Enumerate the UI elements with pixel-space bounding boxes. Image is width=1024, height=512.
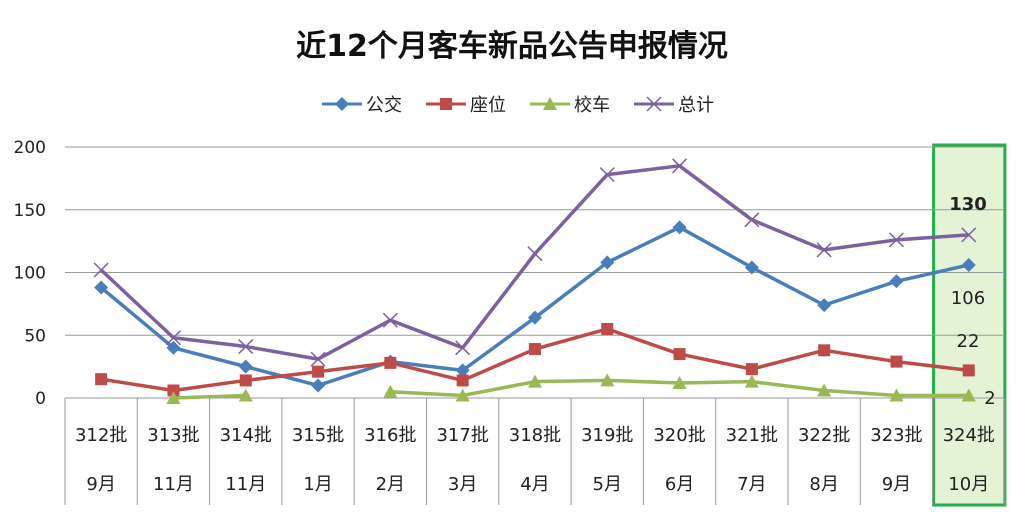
x-tick-label: 321批 [726,425,778,446]
data-label: 130 [949,194,987,215]
x-tick-label: 313批 [147,425,199,446]
series-line-总计 [99,164,969,361]
x-tick-label: 323批 [870,425,922,446]
month-label: 10月 [948,474,989,495]
data-point [311,378,326,393]
month-label: 1月 [303,474,332,495]
legend-label: 座位 [470,95,506,116]
legend-marker [440,98,452,110]
data-point [744,260,759,275]
x-tick-label: 319批 [581,425,633,446]
data-point [383,384,398,398]
legend-marker [335,97,349,111]
x-tick-label: 316批 [364,425,416,446]
data-point [456,374,469,387]
data-point [961,257,976,272]
data-label: 22 [957,331,980,352]
data-point [601,322,614,335]
data-point [961,388,976,402]
data-label: 2 [984,388,995,409]
data-point [672,220,687,235]
data-point [600,255,615,270]
data-point [888,232,904,248]
x-tick-label: 322批 [798,425,850,446]
data-point [382,312,398,328]
data-point [455,388,470,402]
data-point [238,339,254,355]
data-point [600,373,615,387]
x-tick-label: 314批 [220,425,272,446]
x-tick-label: 318批 [509,425,561,446]
x-tick-label: 312批 [75,425,127,446]
data-point [239,374,252,387]
data-point [744,374,759,388]
data-point [455,363,470,378]
month-label: 9月 [86,474,115,495]
month-label: 5月 [593,474,622,495]
x-tick-label: 317批 [436,425,488,446]
legend-label: 校车 [574,95,610,116]
month-label: 11月 [225,474,266,495]
data-point [745,363,758,376]
data-point [384,356,397,369]
data-point [527,374,542,388]
data-point [599,167,615,183]
chart-title: 近12个月客车新品公告申报情况 [296,29,728,64]
y-tick-label: 50 [24,326,46,346]
data-point [889,388,904,402]
data-point [238,359,253,374]
month-label: 6月 [665,474,694,495]
month-label: 9月 [882,474,911,495]
series-line-公交 [100,225,970,388]
x-tick-label: 320批 [653,425,705,446]
data-point [166,340,181,355]
data-point [94,280,109,295]
month-label: 8月 [809,474,838,495]
data-label: 106 [951,288,985,309]
data-point [962,364,975,377]
data-point [818,344,831,357]
month-label: 3月 [448,474,477,495]
series-line-校车 [173,393,246,400]
legend-label: 总计 [678,95,714,116]
data-point [744,212,760,228]
y-tick-label: 200 [14,138,46,158]
data-point [673,348,686,361]
data-point [890,355,903,368]
data-point [961,227,977,243]
data-point [95,373,108,386]
data-point [672,375,687,389]
data-point [93,262,109,278]
y-tick-label: 150 [14,201,46,221]
x-tick-label: 324批 [943,425,995,446]
month-label: 11月 [153,474,194,495]
data-point [527,246,543,262]
legend-marker [543,97,557,110]
month-label: 2月 [376,474,405,495]
data-point [817,298,832,313]
month-label: 7月 [737,474,766,495]
data-point [312,365,325,378]
highlight-box [932,143,1007,507]
data-point [167,384,180,397]
data-point [310,351,326,367]
data-point [238,388,253,402]
data-point [528,343,541,356]
data-point [817,383,832,397]
data-point [889,274,904,289]
data-point [672,158,688,174]
y-tick-label: 0 [35,389,46,409]
y-tick-label: 100 [14,264,46,284]
data-point [165,330,181,346]
data-point [166,391,181,404]
legend-label: 公交 [366,95,402,116]
data-point [816,242,832,258]
month-label: 4月 [520,474,549,495]
legend-marker [646,96,662,112]
data-point [527,310,542,325]
data-point [455,340,471,356]
x-tick-label: 315批 [292,425,344,446]
